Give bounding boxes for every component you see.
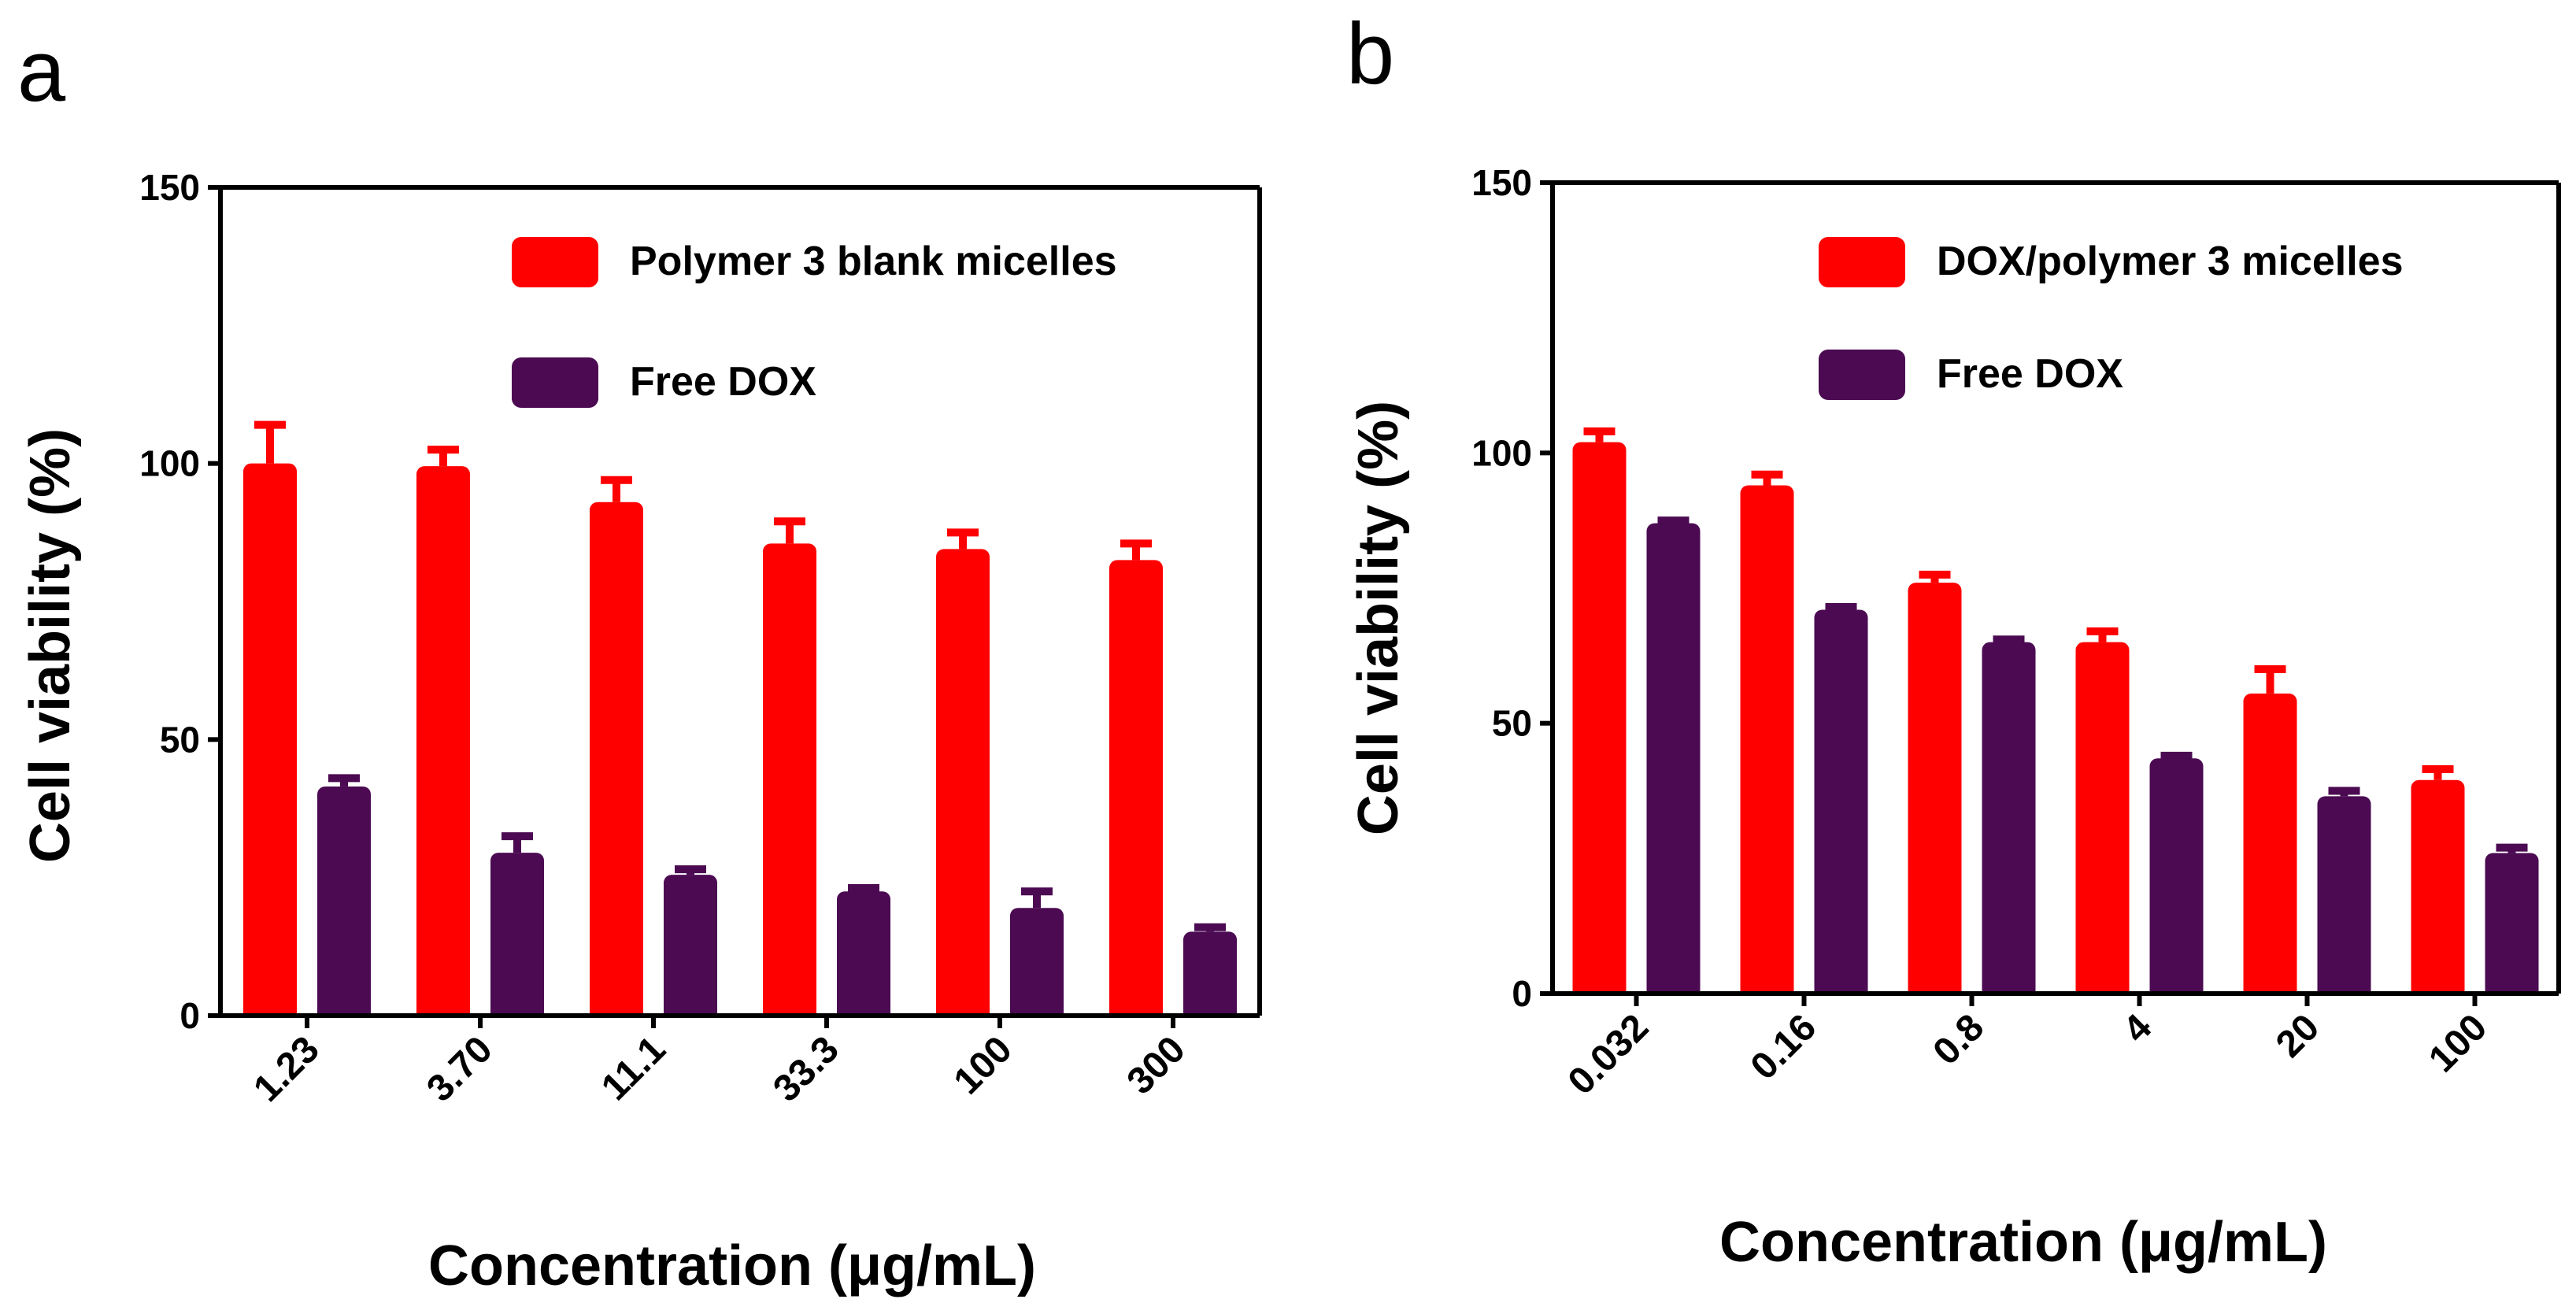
panel-a-label: a: [17, 23, 66, 120]
x-tick-label: 0.8: [1926, 1006, 1993, 1073]
panel-b-label: b: [1346, 6, 1394, 102]
bar-fill: [416, 476, 470, 1016]
bar-fill: [2411, 789, 2465, 994]
panel-b-x-axis-title: Concentration (μg/mL): [1719, 1211, 2327, 1274]
bar-fill: [317, 795, 371, 1016]
bar-fill: [1814, 619, 1868, 994]
bar-fill: [1183, 941, 1237, 1016]
y-tick-label: 150: [1471, 162, 1532, 203]
bar-fill: [1010, 917, 1064, 1016]
x-tick-label: 3.70: [419, 1028, 501, 1110]
y-tick-label: 50: [1492, 703, 1532, 744]
bar-fill: [243, 472, 297, 1016]
legend-swatch: [1819, 237, 1905, 287]
legend-swatch: [512, 357, 598, 408]
legend-label: DOX/polymer 3 micelles: [1937, 239, 2404, 284]
y-tick-label: 0: [180, 995, 200, 1036]
bar-fill: [1109, 569, 1163, 1016]
legend-label: Free DOX: [630, 359, 816, 405]
x-tick-label: 4: [2115, 1006, 2160, 1051]
bar-fill: [1646, 532, 1701, 994]
y-tick-label: 100: [139, 443, 200, 484]
x-tick-label: 100: [946, 1028, 1020, 1102]
x-tick-label: 20: [2268, 1006, 2327, 1065]
bar-fill: [2317, 805, 2371, 994]
bar-fill: [2075, 651, 2130, 994]
bar-fill: [664, 884, 717, 1016]
bar-fill: [2149, 768, 2204, 994]
x-tick-label: 0.032: [1560, 1006, 1656, 1102]
bar-fill: [837, 901, 890, 1016]
bar-fill: [1740, 494, 1794, 994]
legend-label: Free DOX: [1937, 351, 2123, 397]
x-tick-label: 100: [2421, 1006, 2495, 1080]
panel-a-y-axis-title: Cell viability (%): [19, 428, 82, 863]
bar-fill: [936, 558, 990, 1016]
y-tick-label: 150: [139, 167, 200, 208]
x-tick-label: 300: [1120, 1028, 1194, 1102]
y-tick-label: 50: [160, 719, 200, 760]
panel-b-plot-area: 0 50 100 150 0.032 0.16 0.8 4 20 100 DOX/polymer 3…: [1471, 162, 2561, 1103]
panel-b-y-axis-title: Cell viability (%): [1347, 401, 1410, 835]
bar-fill: [2485, 862, 2539, 994]
y-tick-label: 0: [1512, 973, 1532, 1014]
panel-a-plot-area: 0 50 100 150 1.23 3.70 11.1 33.3 100 300 Polymer 3…: [139, 167, 1262, 1110]
x-tick-label: 11.1: [594, 1028, 674, 1109]
bar-fill: [1572, 451, 1627, 994]
bar-fill: [2243, 702, 2297, 994]
bar-fill: [1908, 592, 1962, 994]
bar-fill: [1982, 651, 2036, 994]
legend-swatch: [512, 237, 598, 287]
panel-a: a Cell viability (%) Concentration (μg/m…: [17, 23, 1262, 1297]
panel-a-x-axis-title: Concentration (μg/mL): [428, 1234, 1036, 1297]
panel-b: b Cell viability (%) Concentration (μg/m…: [1346, 6, 2561, 1274]
x-tick-label: 1.23: [246, 1028, 328, 1110]
bar-fill: [490, 862, 544, 1016]
legend-swatch: [1819, 350, 1905, 400]
y-tick-label: 100: [1471, 432, 1532, 473]
bar-fill: [590, 511, 643, 1016]
legend-label: Polymer 3 blank micelles: [630, 239, 1117, 284]
x-tick-label: 33.3: [765, 1028, 847, 1110]
x-tick-label: 0.16: [1743, 1006, 1825, 1088]
bar-fill: [763, 553, 816, 1016]
